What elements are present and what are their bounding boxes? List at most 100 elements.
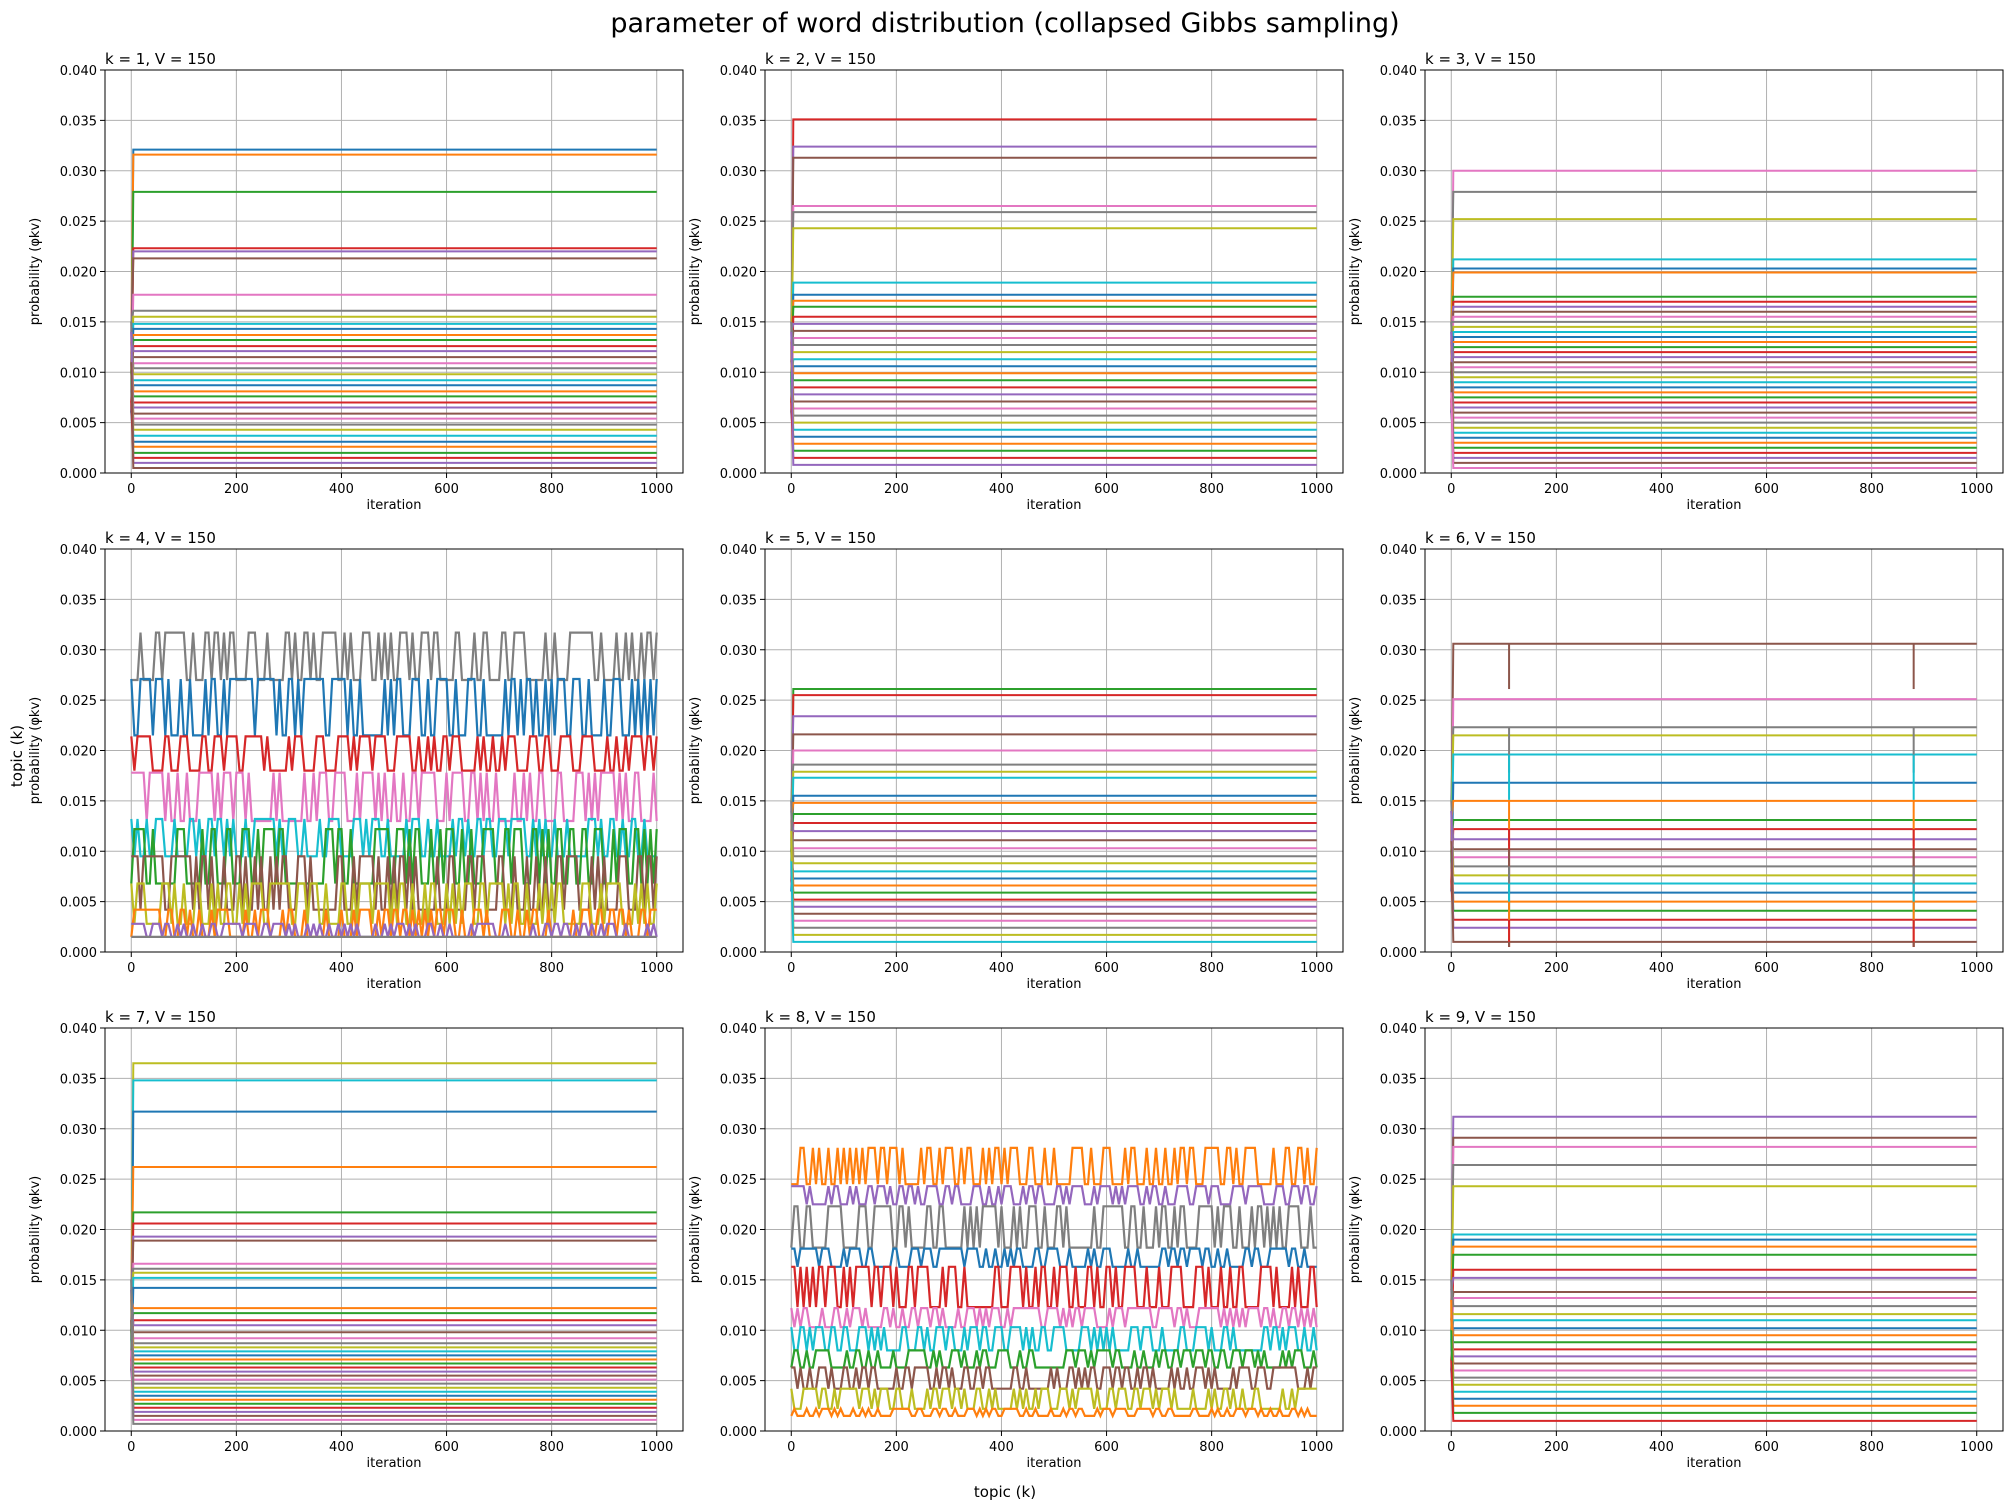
series-line <box>790 1306 1318 1329</box>
x-tick-label: 400 <box>1649 482 1674 497</box>
series-group <box>130 148 657 469</box>
subplot-title: k = 9, V = 150 <box>1425 1008 1536 1026</box>
y-axis-label: probability (φkv) <box>688 697 703 804</box>
x-axis-label: iteration <box>367 498 422 513</box>
x-tick-label: 800 <box>539 961 564 976</box>
y-tick-label: 0.040 <box>720 543 757 558</box>
subplot-title: k = 5, V = 150 <box>765 529 876 547</box>
y-tick-label: 0.015 <box>60 316 97 331</box>
x-tick-label: 600 <box>1754 1440 1779 1455</box>
series-line <box>131 631 658 682</box>
y-tick-label: 0.000 <box>60 467 97 482</box>
series-line <box>1450 753 1977 862</box>
subplot-4: 0 200 400 600 800 1000 0.000 0.005 0.010 0.015 0.0… <box>28 529 684 992</box>
series-line <box>1450 331 1977 459</box>
series-group <box>790 688 1317 943</box>
subplot-title: k = 3, V = 150 <box>1425 50 1536 68</box>
y-tick-label: 0.010 <box>1380 366 1417 381</box>
series-line <box>1450 386 1977 413</box>
series-line <box>790 688 1317 852</box>
x-axis-label: iteration <box>367 977 422 992</box>
y-tick-label: 0.030 <box>1380 1123 1417 1138</box>
series-line <box>790 861 1317 943</box>
y-tick-label: 0.010 <box>1380 1324 1417 1339</box>
y-tick-label: 0.040 <box>60 543 97 558</box>
x-tick-label: 0 <box>787 1440 795 1455</box>
series-line <box>790 841 1317 915</box>
series-line <box>130 1337 657 1351</box>
x-tick-label: 600 <box>434 482 459 497</box>
y-tick-label: 0.005 <box>60 417 97 432</box>
x-tick-label: 800 <box>539 482 564 497</box>
series-line <box>790 1205 1317 1249</box>
y-tick-label: 0.030 <box>60 165 97 180</box>
series-line <box>130 1299 657 1401</box>
series-line <box>130 362 657 469</box>
series-line <box>130 293 657 393</box>
y-tick-label: 0.010 <box>60 1324 97 1339</box>
x-tick-label: 600 <box>1094 1440 1119 1455</box>
series-line <box>791 1185 1318 1206</box>
y-axis-label: probability (φkv) <box>1348 697 1363 804</box>
series-line <box>1450 810 1977 841</box>
y-tick-label: 0.040 <box>1380 64 1417 79</box>
series-line <box>1450 315 1977 393</box>
x-tick-label: 0 <box>787 961 795 976</box>
x-tick-label: 1000 <box>640 961 673 976</box>
y-tick-label: 0.000 <box>720 467 757 482</box>
series-line <box>790 341 1317 375</box>
y-tick-label: 0.020 <box>720 266 757 281</box>
y-tick-label: 0.005 <box>1380 896 1417 911</box>
series-line <box>130 309 657 323</box>
series-line <box>1450 1289 1977 1358</box>
y-tick-label: 0.035 <box>1380 1072 1417 1087</box>
y-tick-label: 0.020 <box>60 266 97 281</box>
series-line <box>1450 1238 1977 1371</box>
y-tick-label: 0.025 <box>60 215 97 230</box>
series-line <box>1450 169 1977 393</box>
series-line <box>1450 331 1977 409</box>
series-line <box>791 1366 1317 1390</box>
series-line <box>130 1340 657 1353</box>
series-line <box>1450 352 1977 429</box>
series-line <box>131 771 658 823</box>
series-line <box>790 831 1317 865</box>
series-line <box>1450 820 1977 903</box>
x-tick-label: 400 <box>989 1440 1014 1455</box>
x-tick-label: 0 <box>127 961 135 976</box>
series-line <box>791 1265 1318 1309</box>
y-tick-label: 0.035 <box>1380 593 1417 608</box>
x-tick-label: 0 <box>787 482 795 497</box>
series-line <box>130 356 657 363</box>
y-axis-label: probability (φkv) <box>28 218 43 325</box>
figure-suptitle: parameter of word distribution (collapse… <box>610 8 1399 39</box>
series-line <box>790 839 1317 843</box>
y-tick-label: 0.015 <box>720 1274 757 1289</box>
series-line <box>130 1350 657 1421</box>
x-tick-label: 0 <box>1447 482 1455 497</box>
series-line <box>1450 325 1977 353</box>
series-line <box>790 794 1317 892</box>
x-tick-label: 1000 <box>640 482 673 497</box>
y-tick-label: 0.000 <box>1380 946 1417 961</box>
x-tick-label: 1000 <box>1960 961 1993 976</box>
series-line <box>790 145 1317 333</box>
y-tick-label: 0.010 <box>720 1324 757 1339</box>
series-line <box>130 1310 657 1349</box>
series-line <box>130 882 658 925</box>
y-tick-label: 0.035 <box>720 1072 757 1087</box>
y-tick-label: 0.025 <box>720 694 757 709</box>
y-tick-label: 0.035 <box>720 593 757 608</box>
x-tick-label: 1000 <box>1960 482 1993 497</box>
y-tick-label: 0.025 <box>1380 1173 1417 1188</box>
series-line <box>790 227 1317 353</box>
subplot-9: 0 200 400 600 800 1000 0.000 0.005 0.010 0.015 0.0… <box>1348 1008 2004 1471</box>
series-line <box>1450 366 1977 393</box>
series-line <box>1450 392 1977 469</box>
y-tick-label: 0.035 <box>60 114 97 129</box>
subplot-1: 0 200 400 600 800 1000 0.000 0.005 0.010 0.015 0.0… <box>28 50 684 513</box>
y-tick-label: 0.005 <box>60 896 97 911</box>
y-tick-label: 0.020 <box>60 1224 97 1239</box>
y-tick-label: 0.035 <box>60 1072 97 1087</box>
y-tick-label: 0.025 <box>720 215 757 230</box>
